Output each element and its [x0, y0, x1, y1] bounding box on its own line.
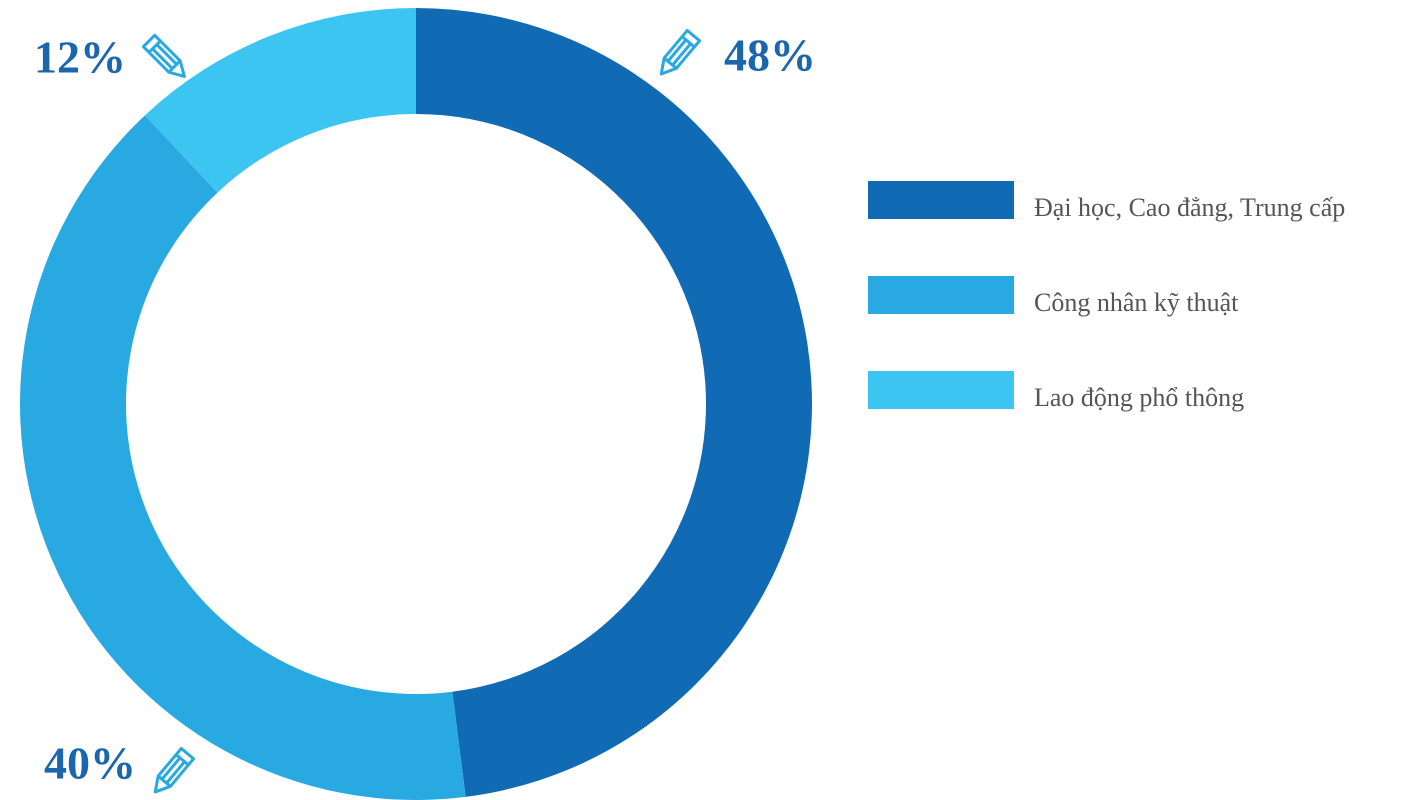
legend-label: Lao động phổ thông [1034, 383, 1244, 412]
pencil-icon [653, 28, 702, 81]
legend-swatch [868, 181, 1014, 219]
legend-swatch [868, 276, 1014, 314]
donut-segment [144, 8, 416, 193]
legend-label: Đại học, Cao đẳng, Trung cấp [1034, 193, 1345, 222]
data-label: 48% [724, 30, 816, 81]
data-label: 40% [44, 738, 136, 789]
pencil-icon [147, 746, 196, 799]
legend-label: Công nhân kỹ thuật [1034, 288, 1239, 317]
pencil-icon [141, 33, 192, 84]
donut-segment [20, 115, 466, 800]
donut-segment [416, 8, 813, 797]
data-label: 12% [34, 32, 126, 83]
legend-swatch [868, 371, 1014, 409]
